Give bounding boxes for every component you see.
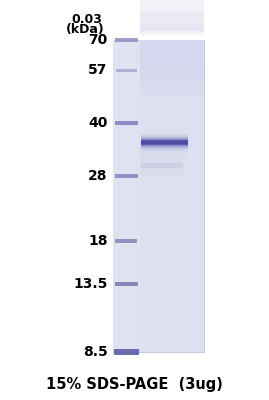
Bar <box>115 38 138 42</box>
Bar <box>141 141 188 144</box>
Bar <box>113 40 140 352</box>
Bar <box>141 132 188 152</box>
Bar <box>114 349 139 355</box>
Text: 13.5: 13.5 <box>73 276 108 290</box>
Bar <box>115 174 138 178</box>
Bar <box>140 40 204 352</box>
Bar <box>140 40 204 65</box>
Text: 0.03: 0.03 <box>71 13 102 26</box>
Bar <box>141 140 188 145</box>
Text: 70: 70 <box>88 33 108 47</box>
Text: 15% SDS-PAGE  (3ug): 15% SDS-PAGE (3ug) <box>46 376 223 392</box>
Bar <box>140 40 204 80</box>
Bar <box>140 24 204 36</box>
Bar <box>113 40 204 352</box>
Bar <box>116 69 137 72</box>
Bar <box>141 135 188 150</box>
Bar <box>115 282 138 286</box>
Bar <box>140 142 185 176</box>
Bar <box>141 137 188 148</box>
Bar <box>140 0 204 31</box>
Bar <box>141 162 183 168</box>
Text: 40: 40 <box>88 116 108 130</box>
Text: 8.5: 8.5 <box>83 345 108 359</box>
Bar <box>141 139 188 146</box>
Text: 57: 57 <box>88 64 108 78</box>
Bar <box>115 239 137 243</box>
Text: (kDa): (kDa) <box>66 23 105 36</box>
Bar <box>140 40 204 96</box>
Text: 18: 18 <box>88 234 108 248</box>
Text: 28: 28 <box>88 168 108 182</box>
Bar <box>140 12 204 34</box>
Bar <box>115 121 138 125</box>
